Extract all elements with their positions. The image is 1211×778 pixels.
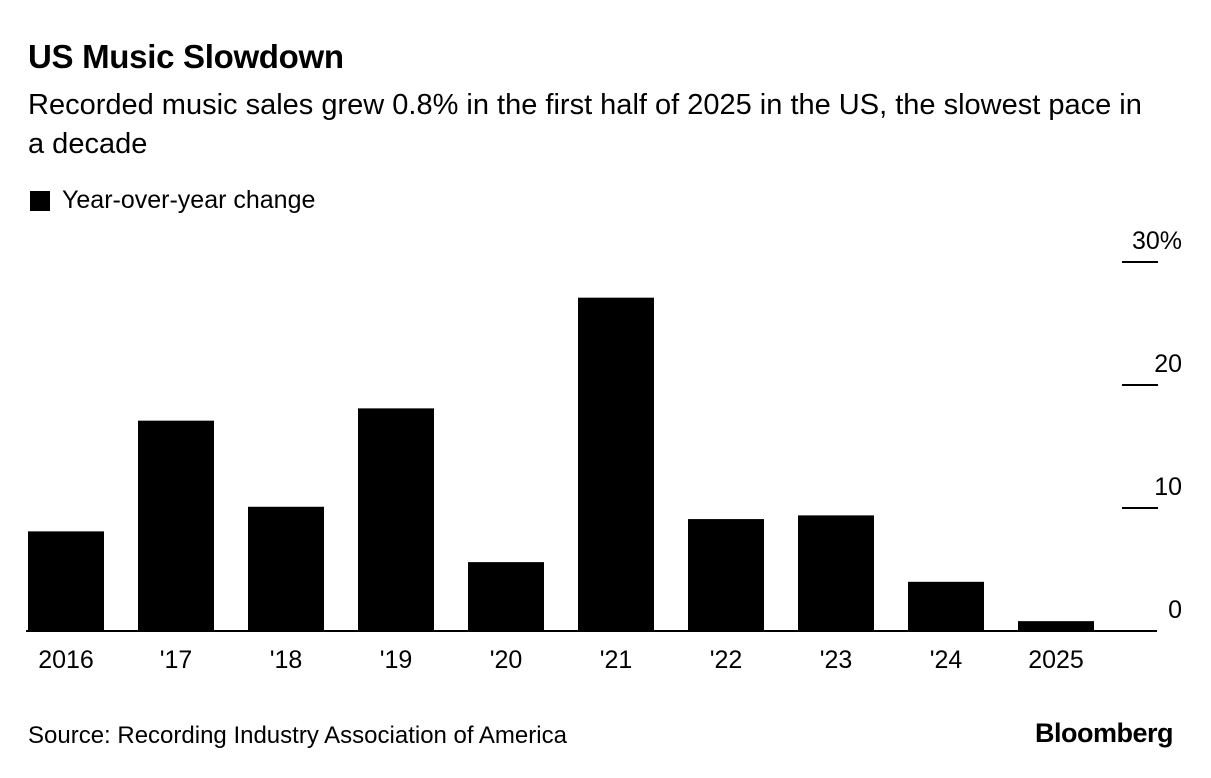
x-tick-label: 2016: [38, 646, 94, 674]
bar: [248, 506, 324, 631]
bar-chart: 0 10 20 30% 2016 '17 '18 '19 '20 '21 '22 '23 '24 2025: [26, 227, 1182, 674]
x-tick-label: '22: [710, 646, 743, 674]
bar: [908, 581, 984, 631]
legend-swatch: [30, 190, 50, 211]
bar: [798, 515, 874, 631]
y-tick-label: 30%: [1132, 227, 1182, 255]
x-tick-label: '20: [490, 646, 523, 674]
bar: [1018, 621, 1094, 631]
bloomberg-logo: Bloomberg: [1034, 718, 1174, 748]
chart-title: US Music Slowdown: [28, 38, 344, 75]
bar: [688, 519, 764, 631]
y-tick-label: 20: [1154, 350, 1182, 378]
x-tick-label: '19: [380, 646, 413, 674]
y-tick-label: 0: [1168, 596, 1182, 624]
bar: [468, 562, 544, 631]
x-tick-label: '18: [270, 646, 303, 674]
chart-subtitle: Recorded music sales grew 0.8% in the fi…: [28, 89, 1142, 160]
legend-label: Year-over-year change: [62, 186, 316, 214]
source-note: Source: Recording Industry Association o…: [28, 722, 567, 749]
y-tick-label: 10: [1154, 473, 1182, 501]
bar: [28, 531, 104, 631]
x-tick-label: '24: [930, 646, 963, 674]
x-tick-label: '23: [820, 646, 853, 674]
bar: [578, 297, 654, 631]
bar: [358, 408, 434, 631]
x-tick-label: '17: [160, 646, 193, 674]
x-tick-label: 2025: [1028, 646, 1084, 674]
x-tick-label: '21: [600, 646, 633, 674]
bar: [138, 420, 214, 631]
legend: Year-over-year change: [30, 186, 315, 215]
